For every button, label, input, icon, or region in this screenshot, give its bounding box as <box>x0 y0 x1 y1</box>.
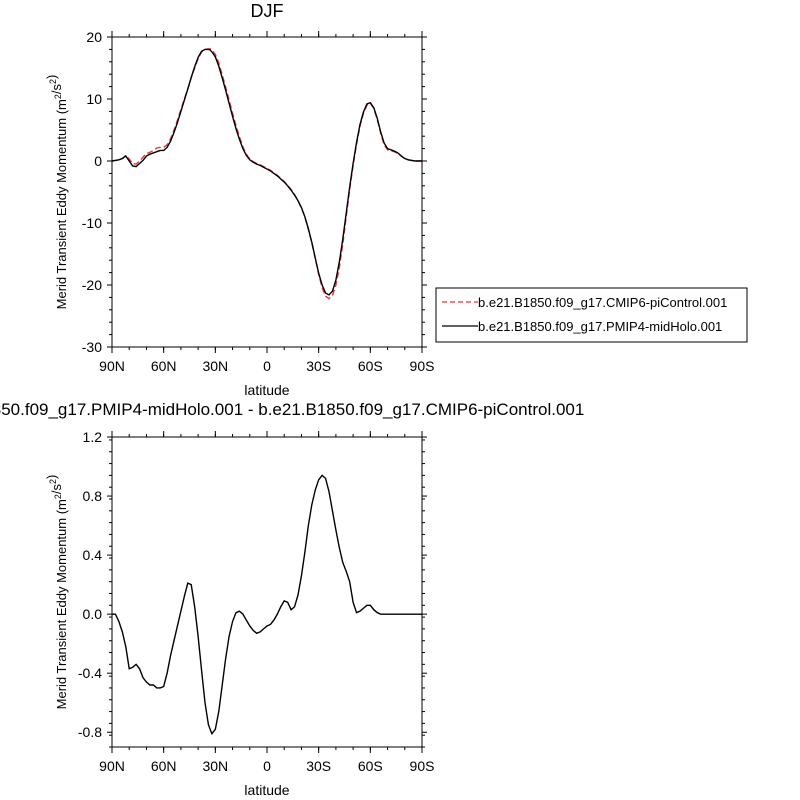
y-tick-label: 10 <box>86 91 102 107</box>
y-axis-label: Merid Transient Eddy Momentum (m2/s2) <box>44 75 69 310</box>
y-tick-label: 1.2 <box>83 429 103 445</box>
y-tick-label: -0.4 <box>78 665 102 681</box>
legend-label-midholo: b.e21.B1850.f09_g17.PMIP4-midHolo.001 <box>478 319 722 334</box>
x-tick-label: 30S <box>306 358 331 374</box>
x-tick-label: 90S <box>410 358 435 374</box>
series-line-difference <box>112 474 422 736</box>
plot-frame <box>111 436 423 748</box>
legend: b.e21.B1850.f09_g17.CMIP6-piControl.001 … <box>435 287 748 343</box>
legend-label-picontrol: b.e21.B1850.f09_g17.CMIP6-piControl.001 <box>478 295 727 310</box>
difference-panel: b.e21.B1850.f09_g17.PMIP4-midHolo.001 - … <box>0 400 584 798</box>
y-tick-label: -0.8 <box>78 724 102 740</box>
djf-panel: DJF Merid Transient Eddy Momentum (m2/s2… <box>44 1 434 398</box>
x-tick-label: 90S <box>410 758 435 774</box>
x-tick-label: 90N <box>99 758 125 774</box>
y-tick-label: -30 <box>82 339 102 355</box>
x-tick-label: 60S <box>358 758 383 774</box>
x-tick-label: 30S <box>306 758 331 774</box>
y-tick-label: 0.4 <box>83 547 103 563</box>
y-tick-label: 0.0 <box>83 606 103 622</box>
y-tick-label: 0.8 <box>83 488 103 504</box>
y-axis-label-text: Merid Transient Eddy Momentum (m2/s2) <box>44 475 69 710</box>
x-tick-label: 0 <box>263 358 271 374</box>
panel-title: b.e21.B1850.f09_g17.PMIP4-midHolo.001 - … <box>0 400 584 419</box>
x-tick-label: 30N <box>202 358 228 374</box>
x-axis-label: latitude <box>244 382 289 398</box>
y-axis-label: Merid Transient Eddy Momentum (m2/s2) <box>44 475 69 710</box>
x-tick-label: 60N <box>151 358 177 374</box>
legend-box <box>435 287 748 343</box>
axis-ticks: 1.2 0.8 0.4 0.0 -0.4 -0.8 90N 60N 30N 0 30S 60S 90S <box>78 429 435 774</box>
x-tick-label: 0 <box>263 758 271 774</box>
series-lines <box>112 48 422 300</box>
y-tick-label: -10 <box>82 215 102 231</box>
series-line-picontrol <box>112 48 422 300</box>
y-tick-label: -20 <box>82 277 102 293</box>
series-line-midholo <box>112 48 422 296</box>
series-lines <box>112 474 422 736</box>
x-tick-label: 30N <box>202 758 228 774</box>
x-tick-label: 60N <box>151 758 177 774</box>
x-tick-label: 90N <box>99 358 125 374</box>
x-axis-label: latitude <box>244 782 289 798</box>
x-tick-label: 60S <box>358 358 383 374</box>
y-axis-label-text: Merid Transient Eddy Momentum (m2/s2) <box>44 75 69 310</box>
panel-title: DJF <box>251 1 284 21</box>
axis-ticks: 20 10 0 -10 -20 -30 90N 60N 30N 0 30S 60S 90S <box>82 29 435 374</box>
y-tick-label: 20 <box>86 29 102 45</box>
y-tick-label: 0 <box>94 153 102 169</box>
plot-frame <box>111 36 423 348</box>
